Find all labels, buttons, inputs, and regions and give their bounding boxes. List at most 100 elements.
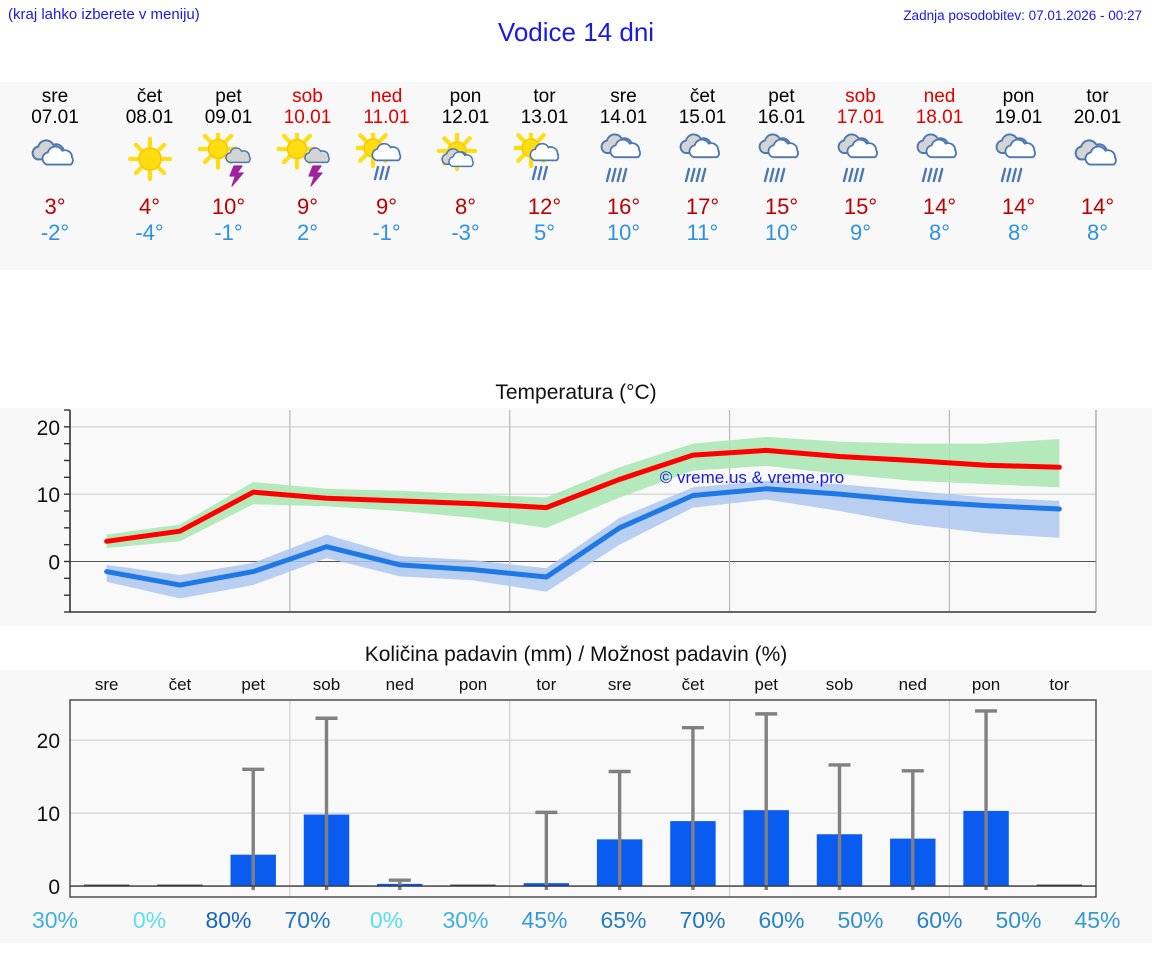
forecast-day-date: 07.01 <box>31 107 79 128</box>
forecast-days-row: sre 07.01 3° -2° čet 08.01 4° -4° pet 09.01 10° -1°… <box>0 82 1152 270</box>
precipitation-probability-label: 60% <box>758 907 805 933</box>
cloudy-icon <box>31 139 74 166</box>
forecast-day-icon-box <box>1058 132 1137 188</box>
forecast-day-icon-box <box>584 132 663 188</box>
forecast-day-tmin: -1° <box>214 220 243 245</box>
forecast-day-date: 09.01 <box>204 107 253 128</box>
forecast-day-icon-box <box>505 132 584 188</box>
precipitation-probability-label: 30% <box>31 907 79 933</box>
precipitation-x-category-label: sob <box>826 675 853 694</box>
daily-forecast-strip: sre 07.01 3° -2° čet 08.01 4° -4° pet 09.01 10° -1°… <box>0 82 1152 270</box>
sun-cloud-thunder-icon <box>276 133 330 187</box>
forecast-day-weekday: ned <box>370 86 403 107</box>
precipitation-x-category-label: čet <box>682 675 705 694</box>
temperature-y-tick-label: 10 <box>37 484 60 507</box>
top-header: (kraj lahko izberete v meniju) Vodice 14… <box>0 0 1152 82</box>
forecast-day-date: 15.01 <box>678 107 727 128</box>
precipitation-probability-label: 50% <box>837 907 884 933</box>
forecast-day-tmax: 9° <box>375 194 398 219</box>
sun-cloud-thunder-icon <box>197 133 251 187</box>
forecast-day-card[interactable]: pon 19.01 14° 8° <box>979 82 1058 270</box>
precipitation-chart-panel: Količina padavin (mm) / Možnost padavin … <box>0 640 1152 920</box>
forecast-day-tmax: 10° <box>211 194 246 219</box>
precipitation-y-tick-label: 0 <box>48 876 60 899</box>
forecast-day-card[interactable]: pet 16.01 15° 10° <box>742 82 821 270</box>
forecast-day-tmax: 14° <box>1001 194 1036 219</box>
forecast-day-weekday: sre <box>41 86 69 107</box>
precipitation-x-category-label: ned <box>899 675 927 694</box>
forecast-day-card[interactable]: sre 14.01 16° 10° <box>584 82 663 270</box>
precipitation-bar <box>450 884 496 887</box>
forecast-day-tmin: 11° <box>686 220 719 245</box>
forecast-day-date: 11.01 <box>363 107 410 128</box>
precipitation-probability-label: 80% <box>205 907 252 933</box>
forecast-day-tmax: 17° <box>685 194 720 219</box>
forecast-day-card[interactable]: čet 08.01 4° -4° <box>110 82 189 270</box>
last-updated-label: Zadnja posodobitev: 07.01.2026 - 00:27 <box>903 8 1142 23</box>
precipitation-chart-title: Količina padavin (mm) / Možnost padavin … <box>0 640 1152 670</box>
temperature-uncertainty-band <box>106 480 1060 599</box>
forecast-day-date: 08.01 <box>125 107 174 128</box>
forecast-day-tmin: 8° <box>1086 220 1109 245</box>
temperature-y-tick-label: 20 <box>37 417 60 440</box>
precipitation-x-category-label: sob <box>313 675 340 694</box>
cloud-rain-icon <box>758 133 799 183</box>
precipitation-chart-svg: sre čet pet sob ned pon tor sre čet pet sob ned pon t… <box>37 675 1097 899</box>
forecast-day-tmin: 10° <box>764 220 799 245</box>
temperature-chart-panel: Temperatura (°C) 0 10 20 © vreme.us & vreme… <box>0 378 1152 626</box>
forecast-day-tmin: 8° <box>1007 220 1030 245</box>
cloudy-icon <box>1074 139 1117 166</box>
forecast-day-card[interactable]: tor 20.01 14° 8° <box>1058 82 1137 270</box>
forecast-day-tmin: -4° <box>135 220 164 245</box>
forecast-day-card[interactable]: sre 07.01 3° -2° <box>0 82 110 270</box>
forecast-day-tmax: 16° <box>606 194 641 219</box>
precipitation-x-category-label: tor <box>1049 675 1069 694</box>
precipitation-probability-label: 60% <box>916 907 963 933</box>
cloud-rain-icon <box>916 133 957 183</box>
forecast-day-icon-box <box>347 132 426 188</box>
forecast-day-card[interactable]: ned 11.01 9° -1° <box>347 82 426 270</box>
forecast-day-tmax: 4° <box>138 194 161 219</box>
forecast-day-weekday: pet <box>215 86 242 107</box>
forecast-day-card[interactable]: sob 10.01 9° 2° <box>268 82 347 270</box>
forecast-day-tmax: 3° <box>44 194 66 219</box>
forecast-day-card[interactable]: pet 09.01 10° -1° <box>189 82 268 270</box>
forecast-day-card[interactable]: sob 17.01 15° 9° <box>821 82 900 270</box>
chart-credit-label: © vreme.us & vreme.pro <box>660 468 844 487</box>
precipitation-y-tick-label: 10 <box>37 803 60 826</box>
forecast-day-date: 17.01 <box>836 107 885 128</box>
forecast-day-date: 14.01 <box>599 107 648 128</box>
forecast-day-card[interactable]: ned 18.01 14° 8° <box>900 82 979 270</box>
precipitation-probability-label: 0% <box>132 907 167 933</box>
forecast-day-card[interactable]: tor 13.01 12° 5° <box>505 82 584 270</box>
forecast-day-icon-box <box>900 132 979 188</box>
temperature-chart-svg: 0 10 20 © vreme.us & vreme.pro <box>37 409 1097 613</box>
forecast-day-weekday: pet <box>768 86 795 107</box>
forecast-day-icon-box <box>189 132 268 188</box>
precipitation-probability-label: 45% <box>1074 907 1121 933</box>
forecast-day-card[interactable]: pon 12.01 8° -3° <box>426 82 505 270</box>
page-title: Vodice 14 dni <box>497 17 655 47</box>
precipitation-x-category-label: tor <box>536 675 556 694</box>
forecast-day-date: 19.01 <box>994 107 1043 128</box>
precipitation-x-category-label: ned <box>386 675 414 694</box>
forecast-day-date: 18.01 <box>915 107 964 128</box>
precipitation-probability-label: 0% <box>369 907 404 933</box>
sun-cloud-rain-icon <box>513 133 559 181</box>
forecast-day-tmax: 12° <box>527 194 562 219</box>
precipitation-probability-label: 70% <box>679 907 726 933</box>
cloud-rain-icon <box>600 133 641 183</box>
forecast-day-tmin: 8° <box>928 220 951 245</box>
location-hint: (kraj lahko izberete v meniju) <box>8 6 200 23</box>
forecast-day-icon-box <box>663 132 742 188</box>
forecast-day-icon-box <box>979 132 1058 188</box>
forecast-day-date: 13.01 <box>520 107 569 128</box>
forecast-day-date: 16.01 <box>757 107 806 128</box>
temperature-y-tick-label: 0 <box>48 552 60 575</box>
forecast-day-card[interactable]: čet 15.01 17° 11° <box>663 82 742 270</box>
sun-cloud-icon <box>436 133 477 172</box>
precipitation-x-category-label: pon <box>972 675 1000 694</box>
forecast-day-tmin: -2° <box>40 220 70 245</box>
sunny-icon <box>127 136 172 182</box>
forecast-day-tmin: 5° <box>533 220 556 245</box>
